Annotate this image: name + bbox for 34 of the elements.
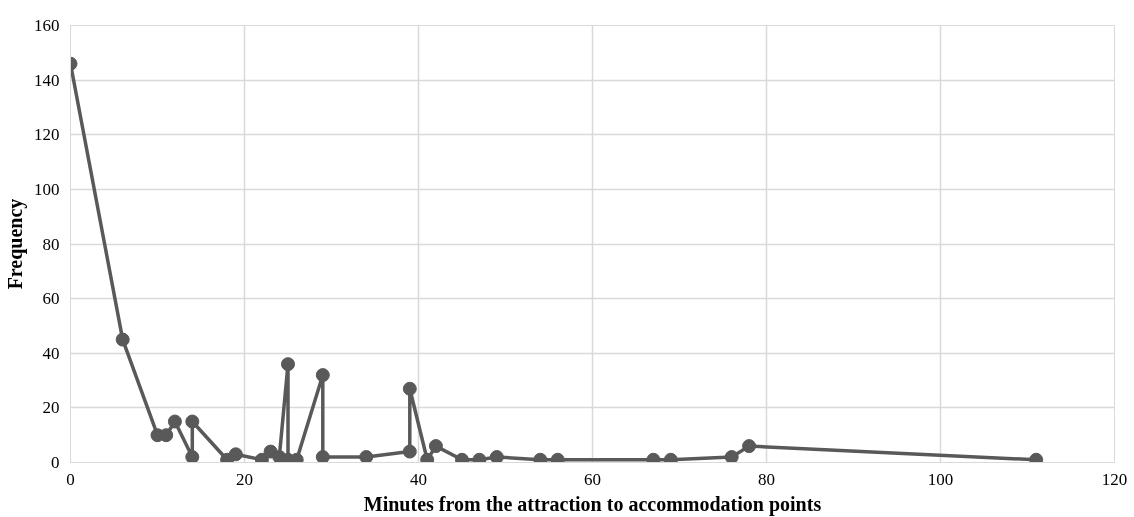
- point: [724, 450, 739, 463]
- x-axis-title: Minutes from the attraction to accommodation points: [363, 492, 822, 516]
- point: [402, 444, 417, 459]
- x-tick-label: 40: [410, 469, 427, 489]
- y-tick-label: 20: [42, 398, 60, 418]
- y-axis-title: Frequency: [4, 198, 27, 290]
- x-tick-label: 20: [236, 469, 253, 489]
- point: [228, 447, 243, 462]
- point: [315, 368, 330, 383]
- x-tick-label: 60: [584, 469, 601, 489]
- point: [281, 357, 295, 372]
- y-tick-label: 140: [34, 70, 60, 90]
- point: [167, 414, 182, 429]
- x-tick-label: 0: [66, 469, 75, 489]
- point: [489, 450, 504, 463]
- y-tick-label: 40: [42, 343, 60, 363]
- y-tick-label: 100: [34, 179, 60, 199]
- x-tick-label: 80: [758, 469, 775, 489]
- x-tick-label: 120: [1101, 469, 1128, 489]
- point: [315, 450, 330, 463]
- point: [185, 414, 200, 429]
- point: [742, 439, 757, 454]
- y-tick-label: 80: [42, 234, 60, 254]
- y-tick-label: 0: [51, 453, 60, 472]
- point: [402, 381, 417, 396]
- y-tick-label: 120: [34, 125, 60, 145]
- x-tick-label: 100: [927, 469, 954, 489]
- y-tick-label: 60: [42, 289, 60, 309]
- point: [359, 450, 374, 463]
- y-tick-label: 160: [34, 16, 60, 35]
- point: [185, 450, 200, 463]
- point: [115, 332, 130, 347]
- point: [159, 428, 174, 443]
- point: [428, 439, 443, 454]
